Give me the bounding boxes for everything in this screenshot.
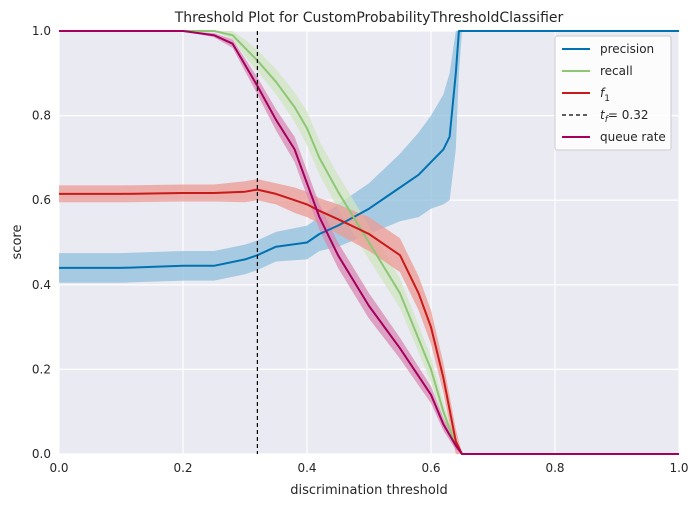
x-tick-label: 0.8 (545, 461, 564, 475)
series-lines (59, 30, 679, 455)
legend-label-precision: precision (600, 42, 654, 56)
y-tick-label: 0.6 (32, 193, 51, 207)
y-tick-label: 0.2 (32, 362, 51, 376)
y-axis-label: score (10, 225, 25, 260)
x-tick-label: 0.2 (173, 461, 192, 475)
chart-title: Threshold Plot for CustomProbabilityThre… (174, 10, 564, 26)
legend-label-queue-rate: queue rate (600, 130, 666, 144)
legend: precision recall f1 tf= 0.32 queue rate (554, 35, 672, 151)
tick-labels: 0.0 0.2 0.4 0.6 0.8 1.0 0.0 0.2 0.4 0.6 0.8 1.0 (32, 24, 689, 475)
recall-line (59, 30, 679, 455)
legend-label-threshold: tf= 0.32 (600, 108, 648, 125)
legend-label-recall: recall (600, 64, 633, 78)
x-tick-label: 1.0 (669, 461, 688, 475)
x-axis-label: discrimination threshold (290, 483, 447, 498)
queue-rate-line (59, 30, 679, 455)
x-tick-label: 0.4 (297, 461, 316, 475)
f1-line (59, 188, 679, 455)
x-tick-label: 0.0 (49, 461, 68, 475)
legend-label-f1: f1 (600, 86, 610, 104)
y-tick-label: 0.0 (32, 447, 51, 461)
legend-box (554, 35, 672, 151)
y-tick-label: 0.4 (32, 278, 51, 292)
x-tick-label: 0.6 (421, 461, 440, 475)
y-tick-label: 0.8 (32, 109, 51, 123)
y-tick-label: 1.0 (32, 24, 51, 38)
